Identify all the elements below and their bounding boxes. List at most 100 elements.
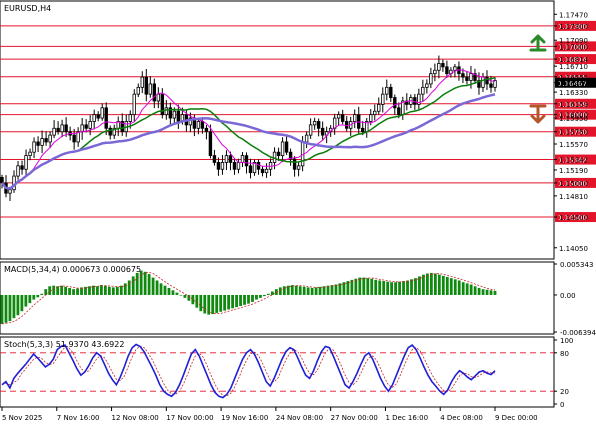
macd-bar	[437, 274, 441, 295]
macd-bar	[171, 290, 175, 295]
macd-axis: 0.005343 0.00 -0.006394	[554, 261, 596, 337]
macd-bar	[322, 286, 326, 295]
macd-bar	[274, 289, 278, 295]
level-tag	[555, 126, 596, 137]
bear-candle	[248, 165, 253, 174]
bear-candle	[120, 121, 124, 133]
bull-candle	[224, 155, 229, 163]
macd-bar	[441, 275, 445, 295]
macd-bar	[64, 286, 68, 295]
bull-candle	[24, 155, 28, 170]
bear-candle	[441, 63, 445, 68]
time-tick-label: 19 Nov 16:00	[221, 414, 268, 422]
ma-mid-line	[1, 76, 496, 190]
macd-bar	[103, 285, 107, 295]
bear-candle	[44, 138, 48, 143]
macd-bar	[334, 284, 338, 295]
macd-bar	[44, 289, 48, 295]
bull-candle	[437, 63, 441, 71]
bear-candle	[212, 155, 217, 163]
bull-candle	[156, 93, 161, 102]
bear-candle	[320, 127, 325, 136]
macd-bar	[231, 294, 234, 309]
price-tick-label: 1.17090	[559, 37, 588, 45]
macd-bar	[394, 282, 398, 295]
last-price-tag	[555, 77, 596, 88]
bull-candle	[377, 104, 381, 112]
bull-candle	[433, 69, 437, 75]
macd-bar	[266, 293, 270, 295]
macd-bar	[346, 281, 350, 295]
bear-candle	[228, 155, 233, 163]
bull-candle	[304, 134, 309, 143]
price-tick-label: 1.16000	[559, 112, 588, 120]
bear-candle	[292, 158, 297, 170]
price-tick-label: 1.17000	[559, 43, 588, 51]
bull-candle	[336, 114, 341, 119]
macd-bar	[12, 294, 16, 319]
symbol-label: EURUSD,H4	[4, 4, 51, 13]
bull-candle	[429, 73, 433, 85]
bear-candle	[393, 97, 397, 109]
macd-bar	[445, 276, 449, 295]
macd-tick-label: 0.005343	[560, 261, 593, 269]
macd-bar	[362, 277, 366, 295]
time-tick-label: 1 Dec 16:00	[385, 414, 428, 422]
macd-bar	[259, 294, 262, 298]
bear-candle	[96, 114, 100, 119]
time-tick-label: 24 Nov 08:00	[276, 414, 323, 422]
bull-candle	[188, 117, 193, 126]
macd-bar	[147, 274, 151, 295]
bull-candle	[28, 151, 32, 156]
macd-bar	[99, 285, 103, 295]
macd-bar	[4, 294, 8, 323]
bear-candle	[204, 127, 209, 133]
level-tag-label: 1.15750	[558, 129, 587, 137]
macd-bar	[422, 274, 425, 295]
level-tag	[555, 71, 596, 82]
macd-bar	[354, 278, 358, 295]
bear-candle	[284, 141, 289, 153]
macd-bar	[469, 284, 473, 295]
macd-bar	[410, 279, 413, 295]
macd-bar	[429, 272, 433, 295]
macd-bar	[493, 290, 497, 295]
moving-averages	[1, 69, 496, 190]
macd-bar	[227, 294, 231, 310]
bull-candle	[280, 141, 285, 157]
bull-candle	[52, 127, 56, 136]
macd-bar	[366, 278, 370, 295]
macd-bar	[406, 280, 409, 295]
bull-candle	[76, 131, 80, 143]
macd-bar	[119, 285, 123, 295]
bull-candle	[172, 110, 177, 119]
macd-bar	[485, 289, 489, 295]
level-tag	[555, 177, 596, 188]
bear-candle	[465, 76, 469, 81]
macd-bar	[151, 277, 155, 295]
trend-up-arrow-icon	[529, 34, 547, 52]
bear-candle	[0, 177, 4, 184]
bear-candle	[276, 151, 281, 156]
bear-candle	[344, 121, 349, 129]
macd-bar	[195, 294, 199, 308]
time-tick-label: 27 Nov 00:00	[331, 414, 378, 422]
bear-candle	[340, 114, 345, 122]
bull-candle	[40, 138, 44, 146]
bull-candle	[353, 114, 357, 122]
macd-bar	[24, 294, 28, 307]
candles	[0, 55, 497, 201]
level-tag-label: 1.15342	[558, 157, 587, 165]
macd-bar	[92, 285, 95, 295]
level-tag	[555, 41, 596, 52]
macd-bar	[187, 294, 191, 301]
bull-candle	[381, 93, 385, 105]
macd-bar	[358, 277, 362, 295]
macd-bar	[386, 281, 390, 295]
bear-candle	[20, 165, 24, 170]
macd-bar	[60, 285, 64, 295]
macd-bar	[282, 286, 286, 295]
bear-candle	[56, 127, 60, 133]
bull-candle	[60, 124, 64, 133]
